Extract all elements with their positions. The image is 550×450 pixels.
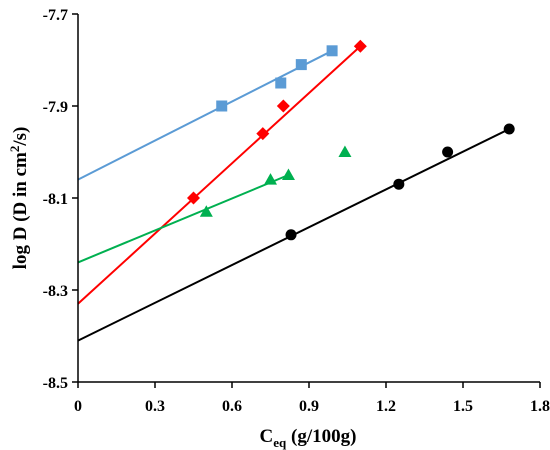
data-point-square (326, 45, 338, 57)
y-tick-label: -8.3 (43, 283, 68, 300)
x-tick-label: 0.9 (299, 398, 319, 415)
x-tick-label: 1.2 (376, 398, 396, 415)
trendline-diamond (77, 45, 362, 305)
data-point-diamond (187, 191, 200, 205)
axes (77, 14, 540, 383)
data-point-circle (442, 146, 454, 158)
data-point-triangle (264, 173, 277, 185)
data-point-triangle (281, 168, 295, 180)
data-point-triangle (338, 145, 352, 157)
trendlines (77, 45, 510, 342)
markers (187, 39, 515, 241)
x-tick-label: 1.5 (453, 398, 473, 415)
data-point-diamond (256, 127, 270, 141)
trendline-square (77, 49, 333, 181)
y-tick-label: -7.7 (43, 7, 68, 24)
x-axis-title: Ceq (g/100g) (260, 426, 357, 450)
data-point-circle (393, 178, 405, 190)
y-axis-title: log D (D in cm2/s) (7, 127, 31, 270)
data-point-square (295, 59, 307, 71)
x-tick-label: 0.3 (145, 398, 165, 415)
y-tick-label: -7.9 (43, 99, 68, 116)
x-tick-label: 0.6 (222, 398, 242, 415)
x-tick-label: 1.8 (530, 398, 550, 415)
data-point-circle (285, 229, 297, 241)
data-point-circle (503, 123, 515, 135)
data-point-diamond (276, 99, 290, 113)
x-tick-label: 0 (74, 398, 82, 415)
data-point-diamond (353, 39, 367, 53)
trendline-triangle (77, 174, 289, 264)
data-point-triangle (199, 205, 213, 217)
y-tick-label: -8.1 (43, 191, 68, 208)
ticks: 0 0.3 0.6 0.9 1.2 1.5 1.8 -8.5 -8.3 -8.1 -7.9 -7.7 (43, 7, 550, 415)
data-point-square (216, 100, 228, 112)
data-point-square (275, 77, 287, 89)
y-tick-label: -8.5 (43, 375, 68, 392)
